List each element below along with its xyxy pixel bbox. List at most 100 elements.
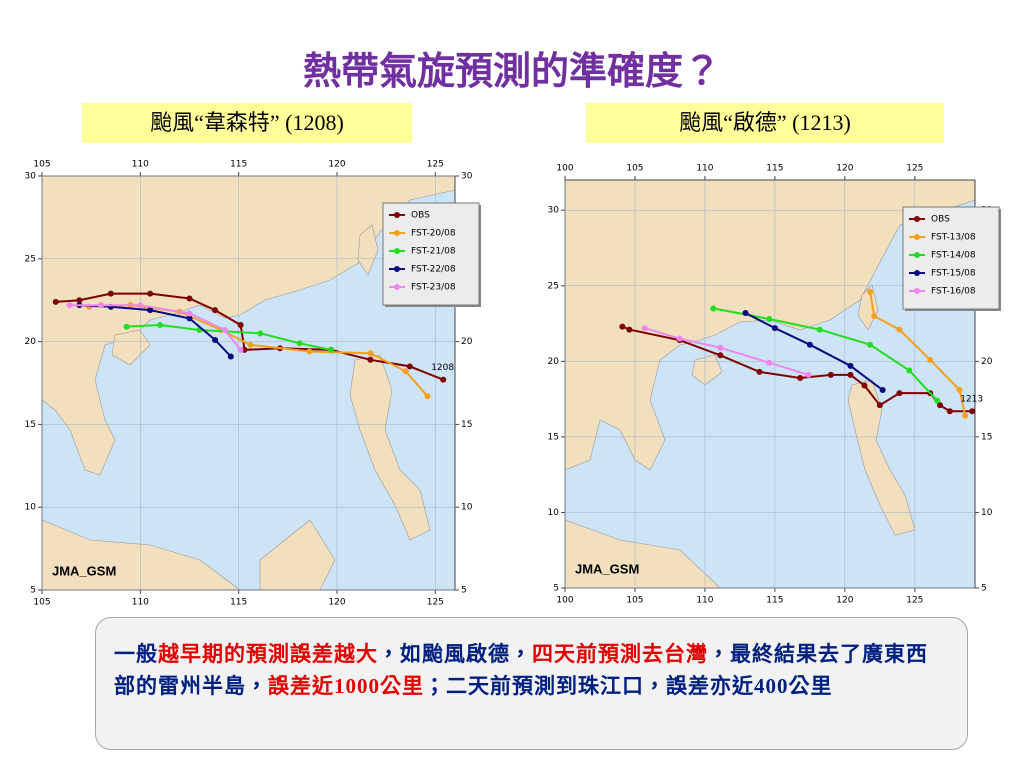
track-point [257, 330, 264, 337]
track-point [186, 310, 193, 317]
track-point [186, 315, 193, 322]
y-tick-label: 25 [548, 281, 559, 291]
y-tick-label: 20 [981, 357, 993, 367]
track-point [641, 325, 648, 332]
track-point [946, 408, 953, 415]
track-point [66, 302, 73, 309]
track-point [137, 302, 144, 309]
track-point [937, 402, 944, 409]
note-text: 誤差近1000公里 [268, 674, 424, 698]
x-tick-label: 125 [906, 596, 923, 606]
y-tick-label: 5 [30, 586, 36, 596]
note-text: 越早期的預測誤差越大 [158, 642, 378, 666]
track-point [52, 298, 59, 305]
track-point [123, 323, 130, 330]
track-point [717, 344, 724, 351]
storm-label: 1213 [960, 395, 983, 405]
track-point [76, 297, 83, 304]
note-text: ，最終結果去了廣東西部的雷州半島， [114, 642, 928, 698]
track-point [424, 393, 431, 400]
x-tick-label: 115 [766, 164, 783, 174]
legend-label: FST-20/08 [411, 229, 456, 239]
legend-swatch [914, 216, 920, 222]
source-label: JMA_GSM [575, 561, 639, 576]
track-point [934, 397, 941, 404]
legend-label: FST-21/08 [411, 247, 456, 257]
land [857, 284, 879, 331]
legend-swatch [394, 248, 400, 254]
track-point [367, 356, 374, 363]
x-tick-label: 120 [328, 160, 345, 170]
track-point [816, 326, 823, 333]
x-tick-label: 115 [766, 596, 783, 606]
land [357, 224, 379, 276]
land [691, 354, 723, 386]
y-tick-label: 30 [548, 206, 560, 216]
note-text: ；二天前預測到珠江口，誤差亦近400公里 [424, 674, 833, 698]
source-label: JMA_GSM [52, 563, 116, 578]
track-point [827, 371, 834, 378]
track-point [742, 309, 749, 316]
x-tick-label: 110 [696, 164, 713, 174]
track-point [367, 350, 374, 357]
track-point [962, 412, 969, 419]
track-point [766, 359, 773, 366]
track-point [906, 367, 913, 374]
track-point [805, 371, 812, 378]
x-tick-label: 110 [132, 160, 149, 170]
track-point [710, 305, 717, 312]
track-point [107, 290, 114, 297]
x-tick-label: 125 [427, 598, 444, 608]
note-box: 一般越早期的預測誤差越大，如颱風啟德，四天前預測去台灣，最終結果去了廣東西部的雷… [95, 617, 968, 750]
legend-swatch [914, 270, 920, 276]
track-point [227, 353, 234, 360]
y-tick-label: 15 [981, 432, 992, 442]
legend-label: FST-22/08 [411, 265, 456, 275]
track-line [713, 307, 938, 402]
track-point [896, 326, 903, 333]
x-tick-label: 120 [836, 596, 853, 606]
note-text: 四天前預測去台灣 [532, 642, 708, 666]
track-point [956, 387, 963, 394]
y-tick-label: 5 [553, 584, 559, 594]
track-point [247, 341, 254, 348]
legend-label: FST-16/08 [931, 287, 976, 297]
legend-swatch [914, 252, 920, 258]
x-tick-label: 105 [33, 160, 50, 170]
track-line [79, 304, 232, 358]
track-point [402, 368, 409, 375]
track-point [626, 326, 633, 333]
track-line [126, 323, 332, 351]
x-tick-label: 105 [33, 598, 50, 608]
track-point [676, 335, 683, 342]
track-line [869, 291, 967, 416]
track-point [847, 371, 854, 378]
track-point [157, 322, 163, 329]
slide-title: 熱帶氣旋預測的準確度？ [302, 51, 721, 93]
y-tick-label: 30 [25, 172, 37, 182]
x-tick-label: 125 [427, 160, 444, 170]
track-point [440, 376, 447, 383]
y-tick-label: 5 [461, 586, 467, 596]
y-tick-label: 25 [25, 254, 36, 264]
land [259, 519, 336, 591]
track-point [896, 390, 903, 397]
legend-swatch [914, 288, 920, 294]
track-point [927, 356, 934, 363]
track-point [766, 316, 773, 323]
y-tick-label: 10 [548, 508, 560, 518]
track-point [771, 325, 778, 332]
track-point [861, 382, 868, 389]
y-tick-label: 20 [548, 357, 560, 367]
legend-label: OBS [411, 211, 430, 221]
track-point [619, 323, 626, 330]
track-point [147, 290, 154, 297]
track-point [328, 346, 335, 353]
track-point [212, 307, 219, 314]
legend-swatch [394, 212, 400, 218]
track-point [406, 363, 413, 370]
x-tick-label: 100 [556, 596, 573, 606]
track-point [98, 302, 104, 309]
